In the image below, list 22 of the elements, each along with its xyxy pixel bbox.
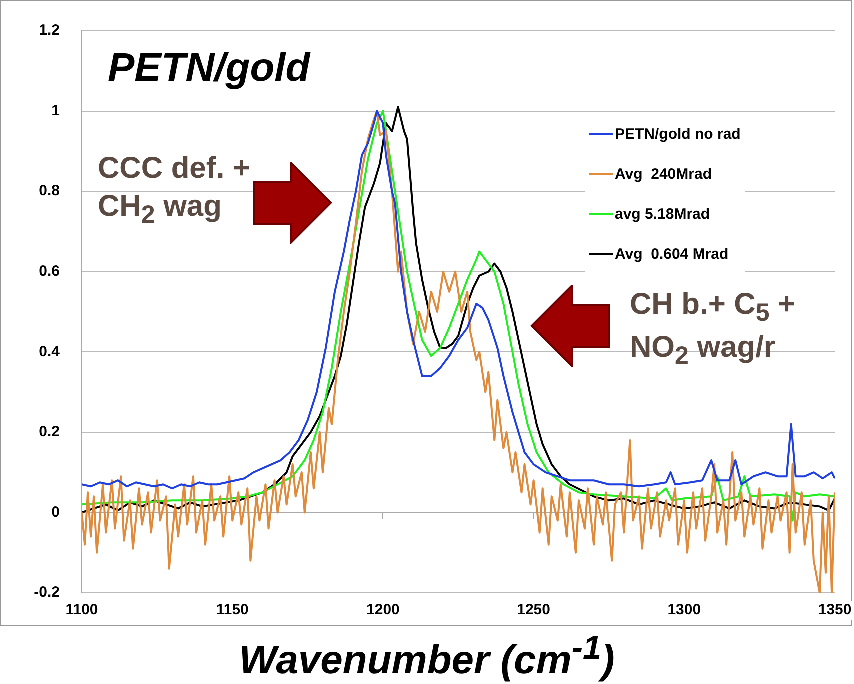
legend-label: avg 5.18Mrad [615, 206, 710, 222]
legend-label: Avg 0.604 Mrad [615, 246, 729, 262]
x-tick-label: 1250 [517, 602, 550, 619]
legend-label: PETN/gold no rad [615, 126, 741, 142]
x-tick-label: 1150 [216, 602, 249, 619]
x-axis-title: Wavenumber (cm$^{-1}$) [238, 630, 616, 684]
y-tick-label: 1 [52, 102, 60, 120]
y-tick-label: 0 [52, 504, 60, 521]
x-tick-label: 1350 [818, 602, 852, 619]
y-tick-label: -0.2 [34, 584, 60, 602]
y-tick-label: 0.4 [39, 343, 61, 360]
text: CH b.+ C$_{5}$ + NO$_{2}$ wag/r [630, 288, 796, 370]
chart-title: PETN/gold [108, 46, 310, 91]
x-tick-label: 1100 [66, 602, 98, 619]
y-tick-label: 1.2 [39, 22, 60, 40]
x-tick-label: 1300 [668, 602, 702, 619]
x-tick-label: 1200 [366, 602, 400, 619]
legend-label: Avg 240Mrad [615, 166, 712, 182]
y-tick-label: 0.6 [39, 263, 60, 280]
y-tick-label: 0.2 [39, 424, 60, 441]
annotation: CCC def. + CH$_{2}$ wag [98, 151, 251, 230]
y-tick-label: 0.8 [39, 182, 60, 200]
